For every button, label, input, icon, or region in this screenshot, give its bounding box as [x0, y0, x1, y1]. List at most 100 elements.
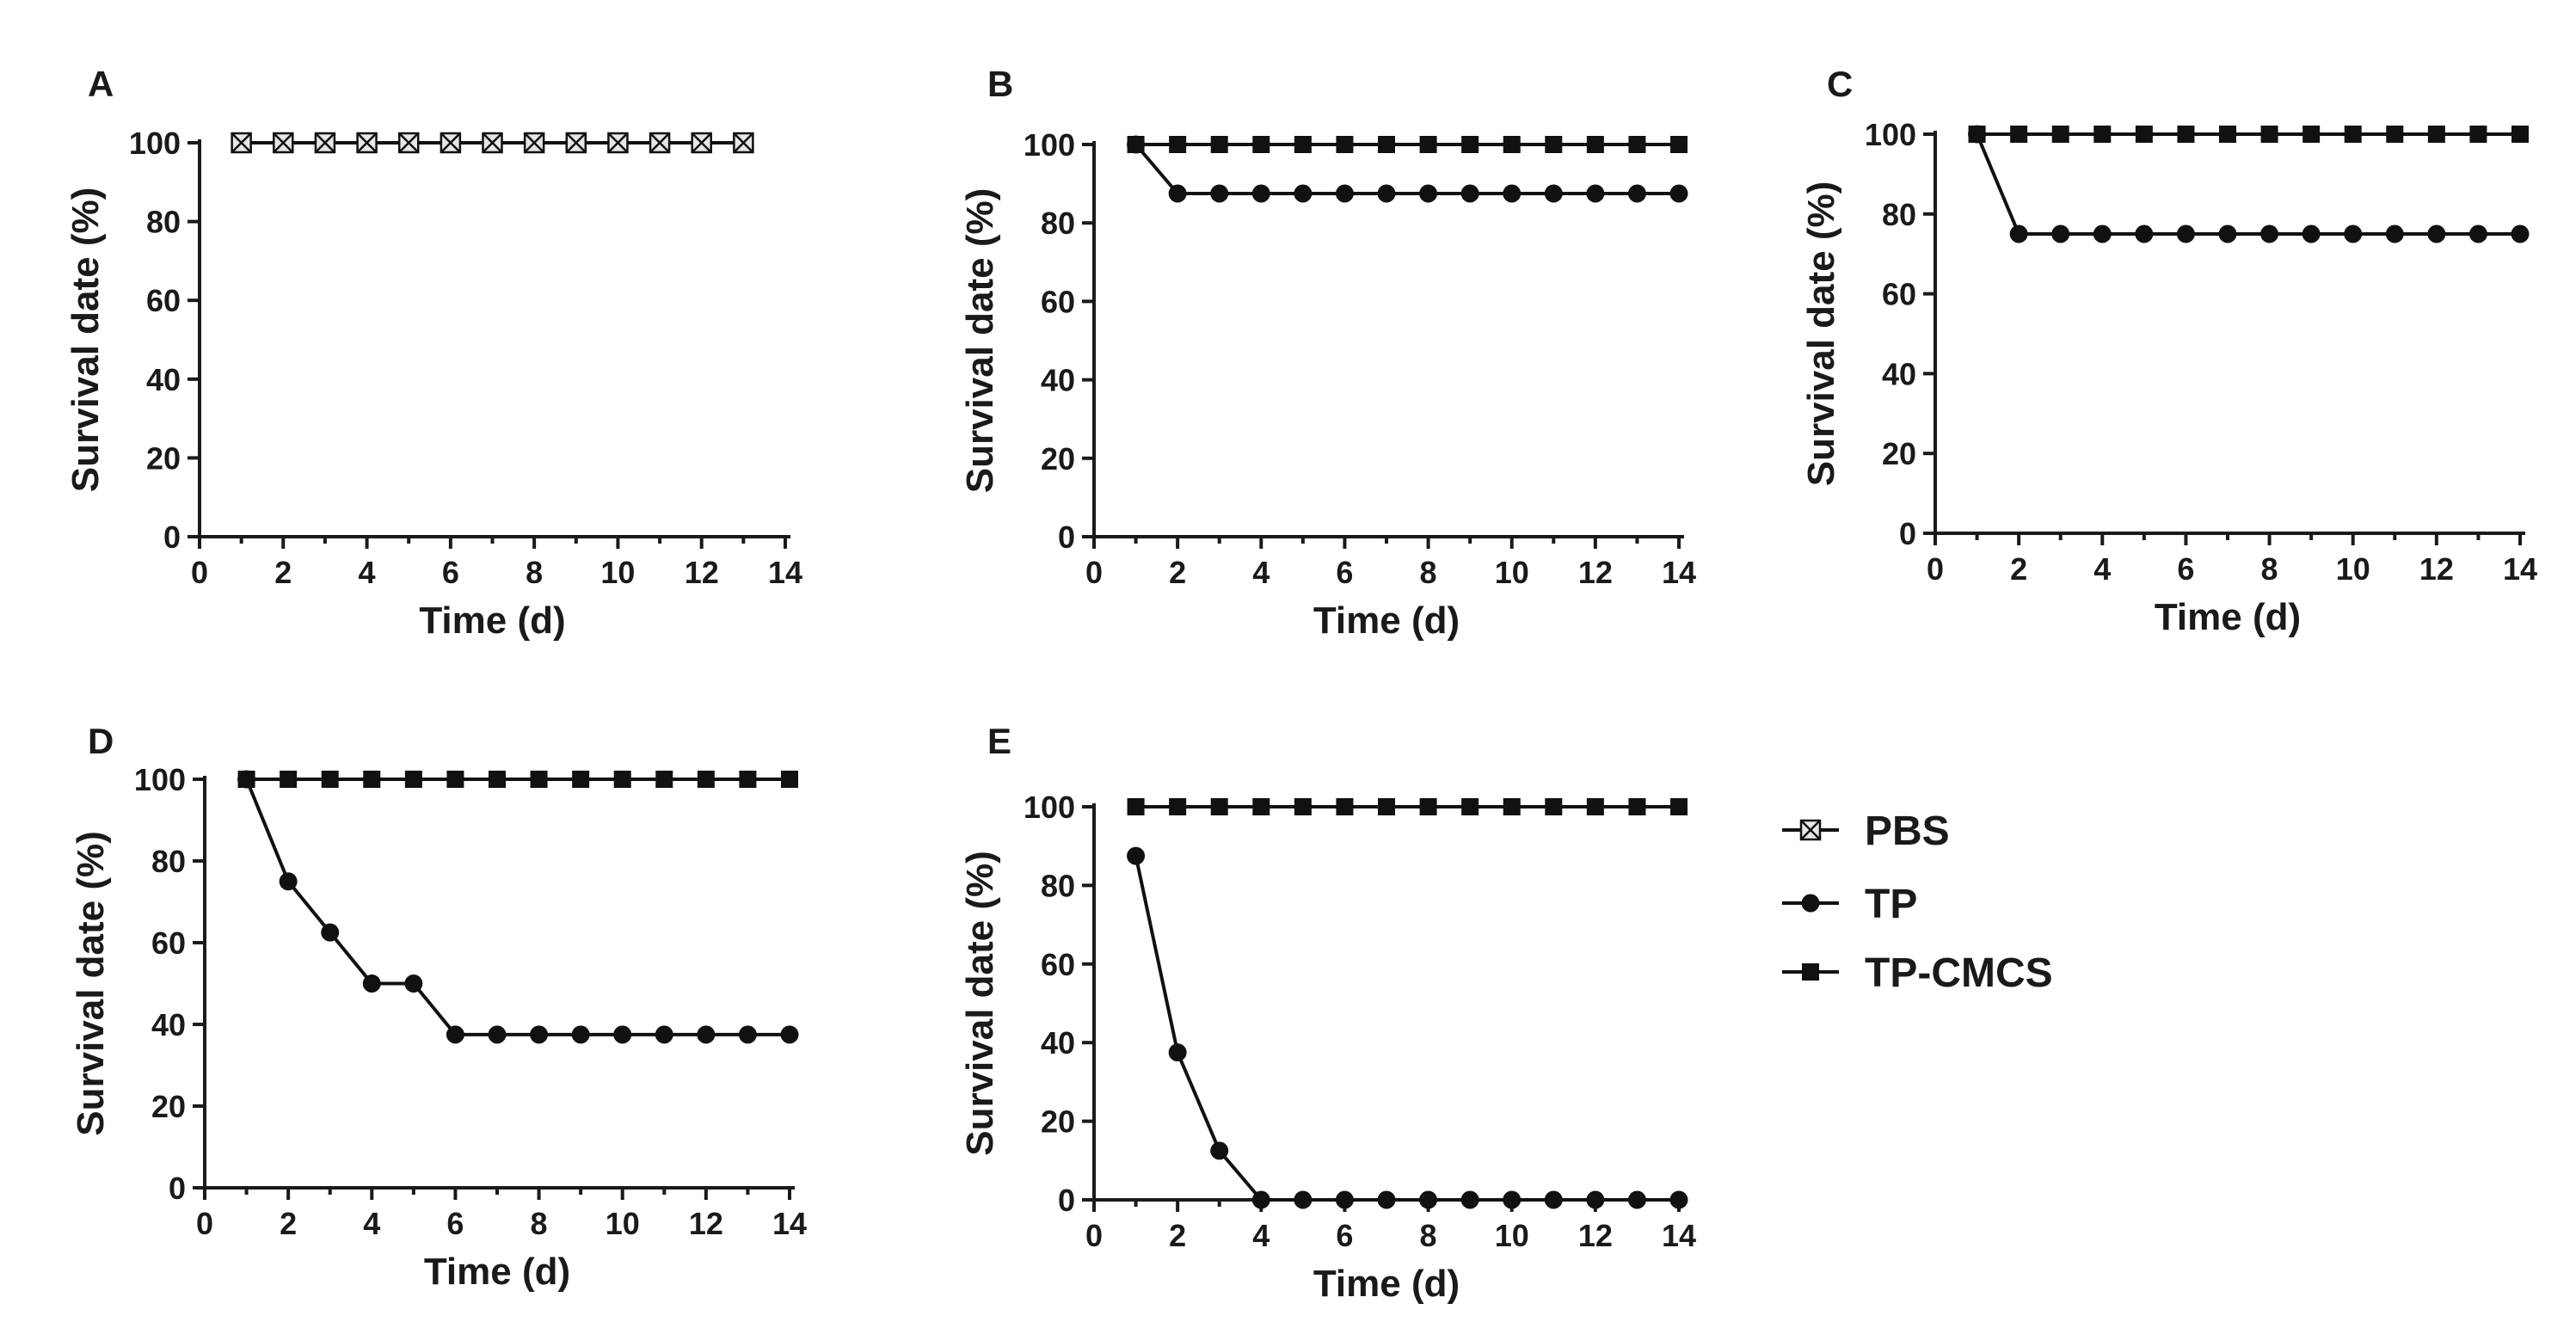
pbs-marker-cross — [649, 132, 670, 153]
y-tick-label: 80 — [146, 205, 181, 240]
pbs-marker-cross — [691, 132, 712, 153]
x-tick-label: 10 — [1495, 1218, 1529, 1253]
data-point-pbs — [523, 132, 545, 154]
data-point-tp — [279, 872, 298, 891]
y-tick-label: 20 — [1882, 436, 1916, 471]
legend-marker-pbs — [1799, 819, 1822, 841]
y-tick-label: 20 — [1041, 441, 1075, 476]
x-tick-label: 12 — [685, 555, 719, 590]
data-point-tp — [1210, 184, 1229, 203]
y-tick-label: 100 — [129, 126, 181, 161]
data-point-tp — [2176, 224, 2195, 243]
data-point-tp — [1503, 184, 1522, 203]
data-point-tp — [1503, 1190, 1522, 1209]
x-tick-label: 14 — [1662, 555, 1696, 590]
x-axis-title: Time (d) — [2155, 596, 2301, 638]
data-point-tp-cmcs — [2135, 126, 2153, 143]
data-point-tp-cmcs — [1586, 798, 1604, 815]
data-point-tp-cmcs — [321, 771, 339, 788]
data-point-tp-cmcs — [1628, 136, 1646, 153]
x-tick-label: 6 — [1336, 555, 1353, 590]
y-tick-label: 60 — [1041, 947, 1075, 982]
data-point-tp — [530, 1025, 549, 1044]
panel-label: D — [88, 721, 114, 761]
data-point-tp — [321, 923, 340, 942]
data-point-tp-cmcs — [1419, 798, 1437, 815]
legend-item-tp-cmcs: TP-CMCS — [1782, 950, 2053, 996]
data-point-tp — [404, 974, 423, 993]
data-point-tp — [446, 1025, 464, 1044]
pbs-marker-cross — [482, 132, 503, 153]
data-point-tp-cmcs — [2010, 126, 2028, 143]
data-point-tp — [1251, 1190, 1270, 1209]
data-point-tp — [1127, 846, 1146, 865]
data-point-tp-cmcs — [739, 771, 757, 788]
data-point-tp — [2427, 224, 2446, 243]
x-tick-label: 2 — [280, 1206, 297, 1241]
data-point-tp-cmcs — [697, 771, 715, 788]
data-point-pbs — [397, 132, 420, 154]
data-point-pbs — [231, 132, 252, 154]
x-tick-label: 2 — [2010, 551, 2027, 587]
data-point-tp-cmcs — [446, 771, 464, 788]
data-point-tp-cmcs — [613, 771, 631, 788]
data-point-tp — [488, 1025, 507, 1044]
data-point-tp — [2009, 224, 2028, 243]
data-point-tp — [1335, 1190, 1354, 1209]
data-point-tp-cmcs — [1169, 136, 1187, 153]
series-line-tp — [244, 778, 790, 1036]
pbs-marker-cross — [524, 132, 545, 153]
data-point-tp — [1419, 184, 1438, 203]
x-axis-title: Time (d) — [1313, 599, 1460, 642]
legend-label: PBS — [1865, 808, 1950, 854]
data-point-tp-cmcs — [572, 771, 590, 788]
pbs-marker-cross — [565, 132, 587, 153]
data-point-tp — [2344, 224, 2363, 243]
legend-marker-tp-cmcs — [1802, 963, 1819, 981]
x-tick-label: 10 — [2336, 551, 2370, 587]
pbs-marker-cross — [356, 132, 378, 153]
data-point-tp-cmcs — [2386, 126, 2404, 143]
legend: PBS TP TP-CMCS — [1782, 808, 2053, 996]
x-tick-label: 4 — [1252, 555, 1270, 590]
y-tick-label: 80 — [1041, 868, 1075, 903]
data-point-tp — [655, 1025, 673, 1044]
data-point-tp — [1586, 184, 1605, 203]
data-point-tp — [1544, 184, 1563, 203]
data-point-tp — [613, 1025, 632, 1044]
y-tick-label: 100 — [134, 762, 186, 797]
x-tick-label: 14 — [772, 1206, 807, 1241]
y-tick-label: 60 — [1041, 284, 1075, 319]
data-point-tp — [1294, 1190, 1313, 1209]
pbs-marker-cross — [315, 132, 335, 153]
pbs-marker-cross — [440, 132, 461, 153]
legend-label: TP-CMCS — [1865, 950, 2053, 996]
data-point-tp — [1669, 1190, 1688, 1209]
data-point-tp-cmcs — [1461, 798, 1479, 815]
data-point-tp — [1294, 184, 1313, 203]
data-point-tp — [780, 1025, 799, 1044]
data-point-tp-cmcs — [2344, 126, 2362, 143]
data-point-tp-cmcs — [2260, 126, 2278, 143]
data-point-tp — [2135, 224, 2154, 243]
y-tick-label: 60 — [151, 925, 186, 961]
data-point-tp — [2093, 224, 2112, 243]
data-point-tp-cmcs — [2093, 126, 2112, 143]
x-tick-label: 14 — [768, 555, 802, 590]
y-tick-label: 40 — [1041, 1025, 1075, 1061]
data-point-tp — [2051, 224, 2070, 243]
x-tick-label: 0 — [191, 555, 208, 590]
data-point-tp — [1669, 184, 1688, 203]
data-point-tp-cmcs — [1461, 136, 1479, 153]
x-tick-label: 12 — [689, 1206, 723, 1241]
data-point-tp-cmcs — [489, 771, 506, 788]
x-tick-label: 4 — [363, 1206, 380, 1241]
data-point-tp — [237, 770, 256, 789]
data-point-tp — [1168, 184, 1187, 203]
data-point-tp — [1335, 184, 1354, 203]
panel-label: B — [987, 64, 1013, 104]
legend-label: TP — [1865, 882, 1917, 927]
data-point-tp-cmcs — [1503, 798, 1521, 815]
data-point-tp — [1627, 1190, 1646, 1209]
y-axis-title: Survival date (%) — [1800, 181, 1842, 487]
